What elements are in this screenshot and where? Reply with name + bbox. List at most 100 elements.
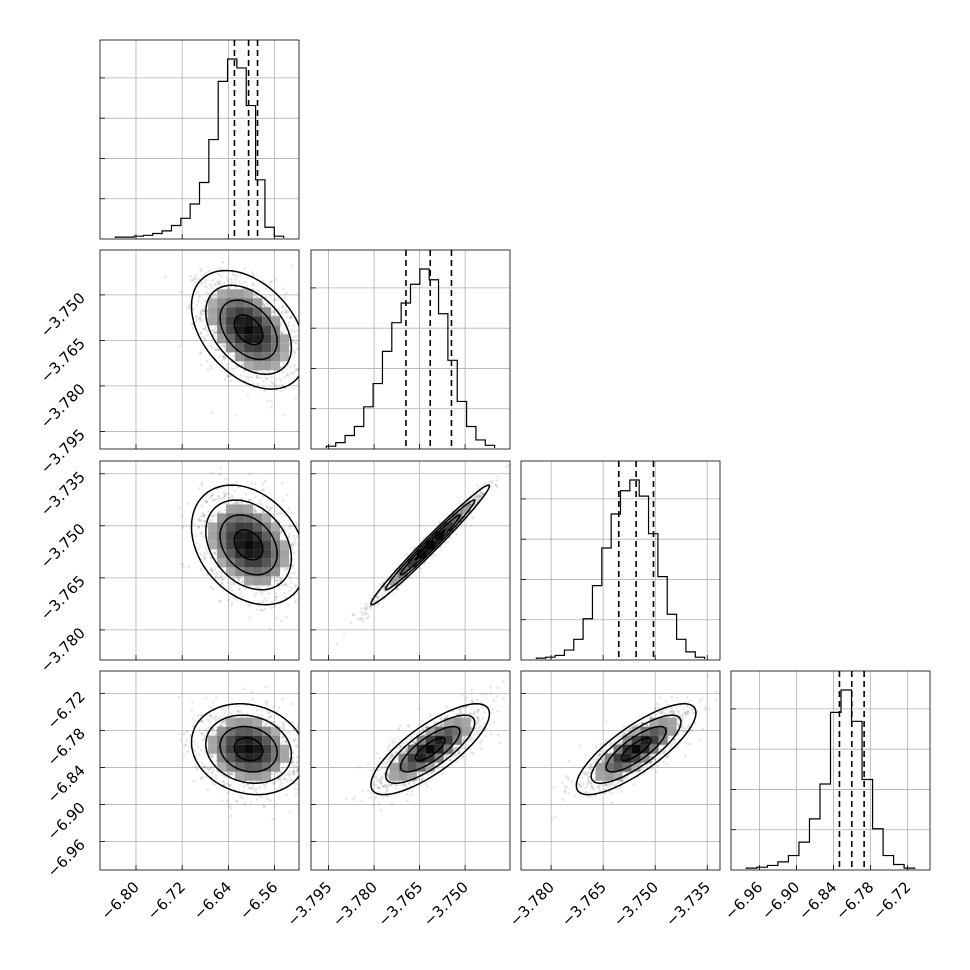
sample-point [284, 310, 287, 314]
sample-point [259, 502, 263, 506]
density-cell [244, 558, 254, 568]
sample-point [286, 374, 290, 378]
sample-point [213, 283, 216, 287]
sample-point [278, 579, 282, 583]
sample-point [209, 472, 213, 475]
sample-point [293, 599, 297, 602]
density-cell [235, 334, 245, 344]
sample-point [264, 287, 268, 291]
sample-point [223, 378, 227, 381]
sample-point [198, 519, 202, 523]
sample-point [270, 376, 274, 379]
sample-point [229, 583, 233, 587]
sample-point [219, 715, 223, 719]
sample-point [259, 498, 263, 502]
sample-point [220, 581, 224, 585]
sample-point [255, 294, 259, 297]
sample-point [279, 379, 283, 383]
sample-point [242, 790, 245, 793]
density-cell [244, 343, 254, 353]
sample-point [352, 613, 356, 617]
sample-point [203, 556, 207, 560]
sample-point [263, 479, 267, 483]
sample-point [274, 278, 278, 282]
density-layer [177, 466, 354, 631]
sample-point [221, 578, 224, 582]
density-cell [244, 576, 254, 586]
density-layer [335, 463, 510, 646]
sample-point [223, 494, 227, 498]
sample-point [306, 578, 309, 581]
sample-point [243, 369, 247, 373]
density-cell [217, 558, 227, 568]
sample-point [200, 481, 204, 485]
sample-point [360, 610, 364, 614]
density-cell [226, 307, 236, 317]
sample-point [197, 299, 201, 302]
sample-point [210, 519, 214, 522]
sample-point [194, 281, 197, 284]
sample-point [200, 483, 204, 487]
sample-point [302, 572, 305, 575]
sample-point [294, 329, 298, 333]
density-cell [244, 316, 254, 326]
sample-point [351, 518, 354, 521]
sample-point [291, 564, 295, 568]
sample-point [307, 352, 310, 355]
sample-point [267, 592, 271, 596]
sample-point [182, 566, 186, 569]
sample-point [364, 612, 368, 616]
sample-point [210, 771, 214, 775]
sample-point [200, 515, 203, 518]
density-cell [226, 558, 236, 568]
sample-point [270, 280, 274, 283]
sample-point [253, 594, 257, 597]
sample-point [212, 331, 216, 334]
density-cell [452, 513, 462, 523]
sample-point [365, 617, 369, 620]
density-cell [244, 567, 254, 577]
sample-point [279, 389, 283, 393]
density-cell [280, 352, 290, 362]
sample-point [285, 583, 289, 587]
sample-point [303, 512, 306, 515]
density-cell [244, 522, 254, 532]
sample-point [203, 520, 207, 523]
sample-point [262, 305, 266, 308]
sample-point [292, 551, 296, 555]
sample-point [294, 368, 297, 372]
sample-point [381, 581, 385, 584]
sample-point [327, 568, 330, 571]
sample-point [209, 585, 213, 589]
sample-point [475, 499, 478, 502]
sample-point [285, 316, 289, 319]
density-cell [244, 361, 254, 371]
sample-point [295, 347, 299, 351]
sample-point [200, 363, 203, 367]
sample-point [271, 310, 275, 314]
sample-point [324, 551, 327, 554]
sample-point [245, 285, 249, 288]
density-cell [226, 531, 236, 541]
sample-point [216, 494, 220, 498]
sample-point [263, 783, 266, 787]
sample-point [237, 280, 241, 283]
sample-point [273, 509, 277, 512]
density-cell [217, 334, 227, 344]
sample-point [360, 607, 364, 610]
sample-point [206, 550, 210, 554]
sample-point [286, 309, 289, 313]
sample-point [318, 585, 321, 588]
sample-point [209, 706, 213, 709]
sample-point [274, 592, 278, 595]
sample-point [235, 481, 239, 484]
sample-point [284, 311, 288, 314]
density-cell [208, 298, 218, 308]
density-cell [262, 576, 272, 586]
sample-point [251, 697, 255, 701]
sample-point [240, 595, 244, 599]
sample-point [197, 487, 201, 490]
sample-point [287, 320, 291, 324]
sample-point [209, 713, 212, 717]
sample-point [236, 500, 239, 504]
